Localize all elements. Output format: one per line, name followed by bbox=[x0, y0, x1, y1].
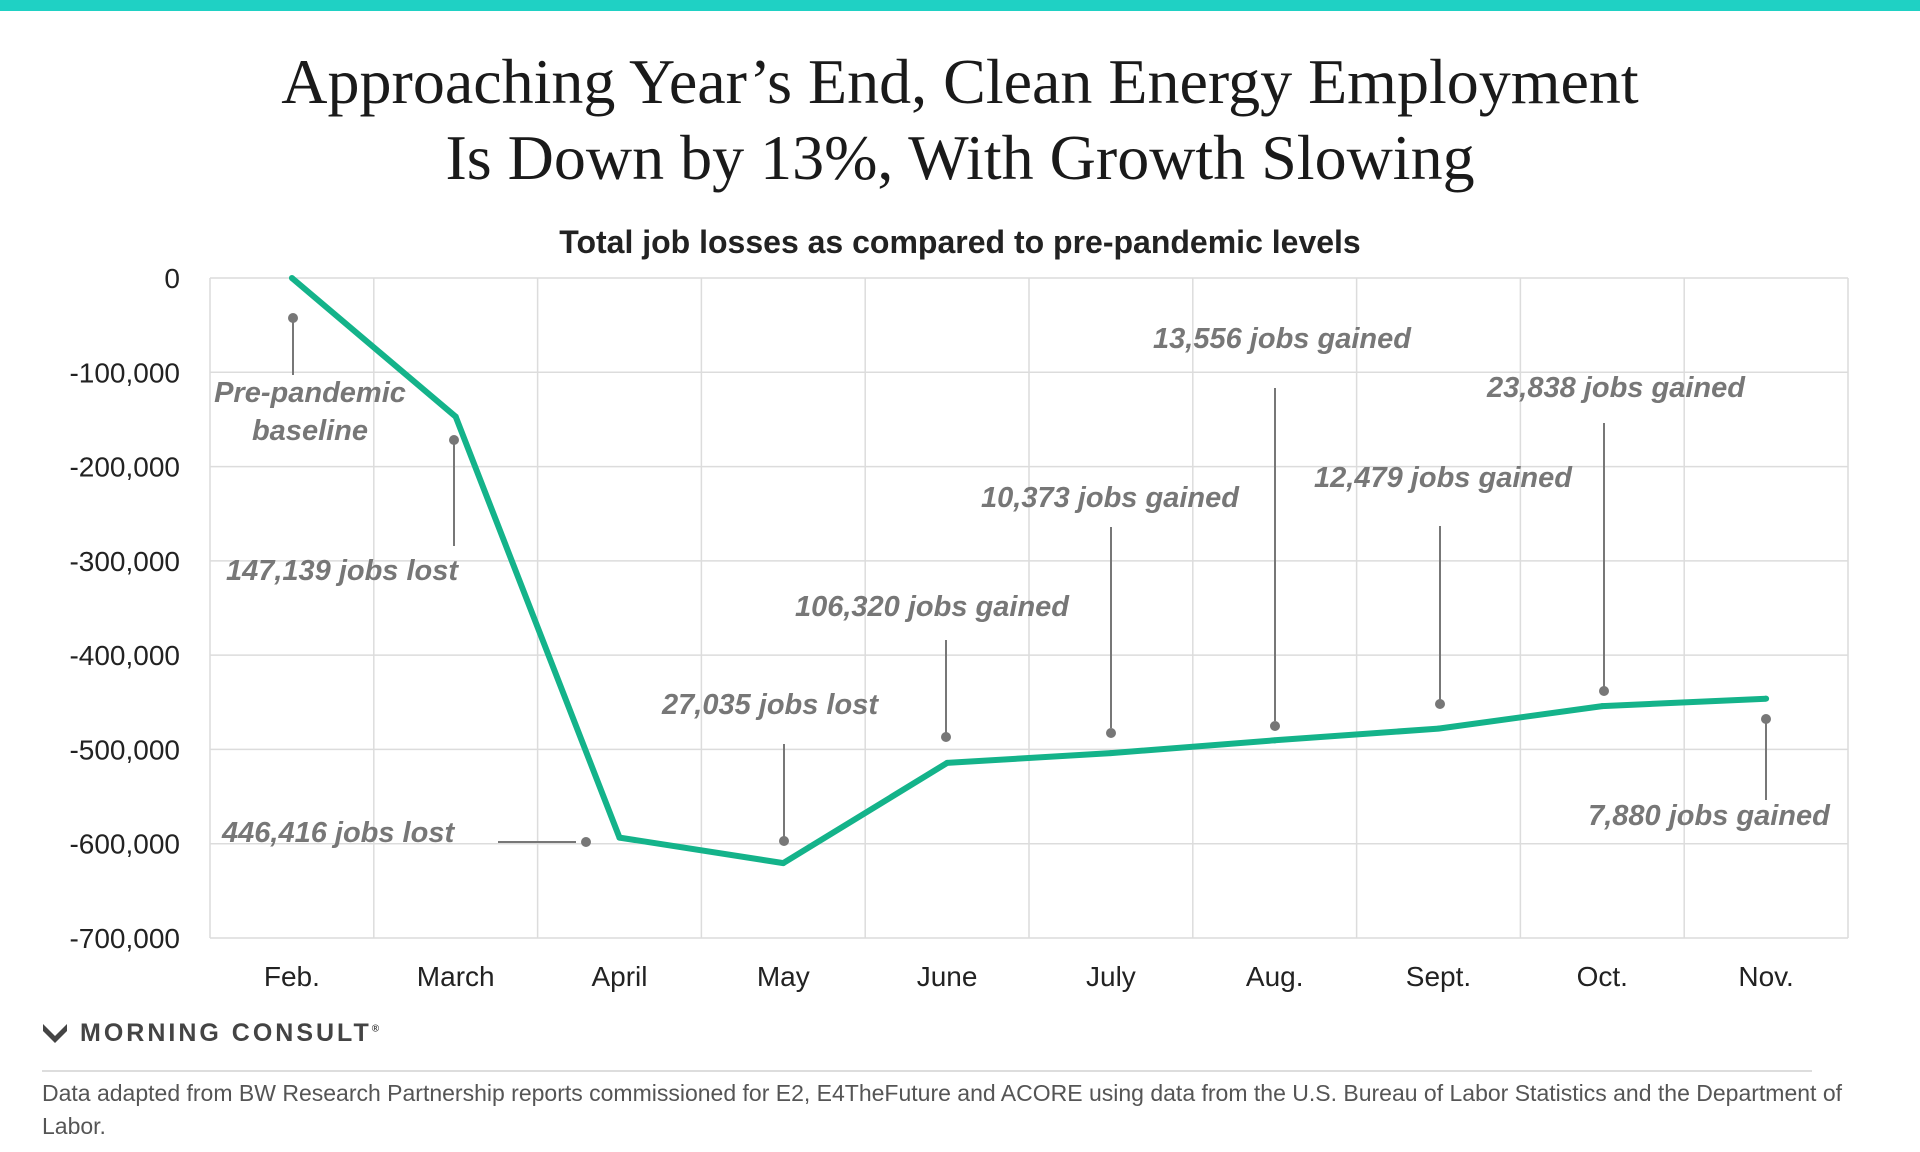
annotation-label: baseline bbox=[252, 415, 368, 447]
y-tick-label: -100,000 bbox=[69, 357, 180, 388]
data-point bbox=[1599, 703, 1606, 710]
x-tick-label: Nov. bbox=[1738, 961, 1794, 992]
x-tick-label: June bbox=[917, 961, 978, 992]
brand-logo: MORNING CONSULT® bbox=[42, 1017, 379, 1049]
line-chart: 0 -100,000 -200,000 -300,000 -400,000 -500,00… bbox=[69, 263, 1849, 992]
y-tick-label: -200,000 bbox=[69, 452, 180, 483]
annotation-dot bbox=[1599, 686, 1609, 696]
chart-title-line-2: Is Down by 13%, With Growth Slowing bbox=[445, 122, 1475, 193]
annotation-dot bbox=[1270, 721, 1280, 731]
annotation-dot bbox=[779, 836, 789, 846]
y-tick-label: -600,000 bbox=[69, 829, 180, 860]
y-tick-label: -300,000 bbox=[69, 546, 180, 577]
data-point bbox=[780, 860, 787, 867]
annotation-dot bbox=[581, 837, 591, 847]
data-point bbox=[288, 275, 295, 281]
x-tick-label: Aug. bbox=[1246, 961, 1304, 992]
annotation-label: 23,838 jobs gained bbox=[1486, 372, 1746, 404]
x-tick-label: March bbox=[417, 961, 495, 992]
annotation-label: 446,416 jobs lost bbox=[221, 817, 455, 849]
x-tick-label: Feb. bbox=[264, 961, 320, 992]
annotation-dot bbox=[1435, 699, 1445, 709]
y-tick-label: -500,000 bbox=[69, 734, 180, 765]
x-tick-label: Oct. bbox=[1577, 961, 1628, 992]
registered-mark: ® bbox=[371, 1023, 380, 1035]
annotation-dot bbox=[1106, 728, 1116, 738]
annotation-label: 12,479 jobs gained bbox=[1314, 462, 1573, 494]
data-point bbox=[452, 413, 459, 420]
data-point bbox=[944, 759, 951, 766]
data-point bbox=[1271, 737, 1278, 744]
brand-name-text: MORNING CONSULT bbox=[80, 1018, 372, 1047]
brand-name: MORNING CONSULT® bbox=[80, 1019, 379, 1048]
annotation-dot bbox=[449, 435, 459, 445]
y-tick-label: -400,000 bbox=[69, 640, 180, 671]
y-tick-label: 0 bbox=[164, 263, 180, 294]
annotation-label: 13,556 jobs gained bbox=[1153, 323, 1412, 355]
data-point bbox=[1763, 695, 1770, 702]
data-point bbox=[616, 834, 623, 841]
x-tick-label: May bbox=[757, 961, 810, 992]
x-tick-label: July bbox=[1086, 961, 1136, 992]
annotation-label: 7,880 jobs gained bbox=[1588, 800, 1831, 832]
x-tick-label: April bbox=[591, 961, 647, 992]
annotation-dot bbox=[1761, 714, 1771, 724]
annotation-label: 10,373 jobs gained bbox=[981, 482, 1240, 514]
annotation-label: 147,139 jobs lost bbox=[226, 555, 459, 587]
data-point bbox=[1107, 750, 1114, 757]
chart-title-line-1: Approaching Year’s End, Clean Energy Emp… bbox=[281, 46, 1639, 117]
data-point bbox=[1435, 725, 1442, 732]
x-tick-label: Sept. bbox=[1406, 961, 1471, 992]
annotation-dot bbox=[288, 313, 298, 323]
annotation-label: 27,035 jobs lost bbox=[661, 689, 879, 721]
chart-subtitle: Total job losses as compared to pre-pand… bbox=[559, 224, 1361, 260]
source-footnote: Data adapted from BW Research Partnershi… bbox=[42, 1080, 1842, 1139]
annotation-dot bbox=[941, 732, 951, 742]
series-line bbox=[289, 275, 1767, 867]
morning-consult-logo-icon bbox=[43, 1024, 67, 1043]
chart-title: Approaching Year’s End, Clean Energy Emp… bbox=[0, 44, 1920, 196]
footer-divider bbox=[42, 1070, 1812, 1072]
annotation-label: Pre-pandemic bbox=[214, 377, 406, 409]
y-tick-label: -700,000 bbox=[69, 923, 180, 954]
annotation-label: 106,320 jobs gained bbox=[795, 591, 1070, 623]
top-accent-bar bbox=[0, 0, 1920, 11]
